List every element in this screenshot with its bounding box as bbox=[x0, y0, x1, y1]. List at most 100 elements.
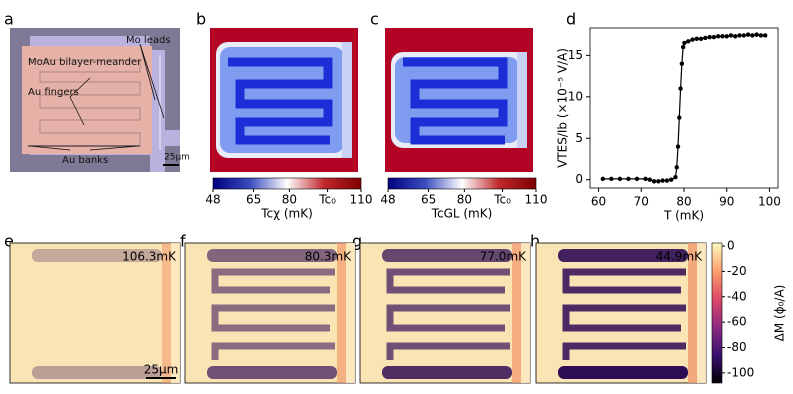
temperature-label: 77.0mK bbox=[480, 250, 527, 264]
dm-map bbox=[9, 242, 181, 384]
colorbar-tick-label: 65 bbox=[421, 193, 436, 207]
data-point bbox=[741, 33, 747, 38]
colorbar-tick-label: 110 bbox=[350, 193, 373, 207]
data-point bbox=[745, 32, 751, 37]
scalebar-label: 25μm bbox=[144, 363, 179, 377]
plot-frame bbox=[589, 27, 779, 189]
data-point bbox=[675, 144, 681, 149]
data-point bbox=[728, 33, 734, 38]
top-band bbox=[32, 249, 162, 262]
map-bg bbox=[535, 242, 707, 384]
temperature-label: 106.3mK bbox=[122, 250, 177, 264]
bottom-band bbox=[558, 366, 688, 379]
data-point bbox=[711, 34, 717, 40]
top-band bbox=[558, 249, 688, 262]
map-bg bbox=[359, 242, 531, 384]
colorbar-tick-label: Tc₀ bbox=[318, 193, 336, 207]
data-point bbox=[690, 37, 695, 42]
panel-label: c bbox=[370, 10, 379, 29]
scalebar-label: 25μm bbox=[164, 153, 190, 163]
lead-bar bbox=[337, 243, 346, 383]
data-point bbox=[678, 86, 683, 91]
data-point bbox=[651, 179, 657, 184]
top-band bbox=[207, 249, 337, 262]
colorbar-tick-label: 0 bbox=[727, 239, 735, 253]
temperature-label: 44.9mK bbox=[656, 250, 703, 264]
meander bbox=[228, 57, 333, 145]
data-point bbox=[634, 176, 640, 182]
data-point bbox=[668, 177, 674, 182]
data-point bbox=[609, 176, 614, 182]
colorbar-tick-label: 48 bbox=[380, 193, 395, 207]
colorbar-tick-label: 80 bbox=[282, 193, 297, 207]
panel-label: a bbox=[4, 10, 14, 29]
colorbar-title: ΔM (ϕ₀/A) bbox=[773, 285, 787, 342]
data-point bbox=[664, 178, 670, 183]
label-meander: MoAu bilayer-meander bbox=[28, 57, 142, 68]
data-point bbox=[694, 36, 700, 41]
lead-bar-light bbox=[171, 243, 180, 383]
data-point bbox=[674, 165, 679, 170]
fingers bbox=[211, 268, 335, 360]
panel-label: h bbox=[530, 232, 540, 251]
data-point bbox=[680, 44, 686, 50]
data-point bbox=[698, 36, 704, 41]
panel-label: b bbox=[196, 10, 206, 29]
lead-bar bbox=[688, 243, 697, 383]
fingers bbox=[562, 268, 686, 360]
temperature-label: 80.3mK bbox=[305, 250, 352, 264]
colorbar-title: TcGL (mK) bbox=[431, 207, 493, 221]
y-tick-label: 10 bbox=[568, 89, 583, 103]
panel-label: g bbox=[352, 232, 362, 251]
data-point bbox=[724, 34, 729, 39]
lead-bar bbox=[162, 243, 171, 383]
data-point bbox=[703, 35, 708, 41]
data-point bbox=[762, 33, 768, 38]
data-point bbox=[707, 34, 712, 40]
data-point bbox=[737, 33, 742, 38]
lead-bar-light bbox=[346, 243, 355, 383]
map-edge bbox=[517, 52, 527, 148]
lead-bar-light bbox=[521, 243, 530, 383]
data-point bbox=[647, 177, 653, 182]
data-point bbox=[643, 176, 648, 182]
data-point bbox=[686, 39, 691, 44]
data-point bbox=[660, 178, 665, 183]
data-point bbox=[600, 176, 606, 182]
y-tick-label: 0 bbox=[575, 172, 583, 186]
data-point bbox=[715, 34, 721, 39]
y-axis-title: VTES/Ib (×10⁻⁵ V/A) bbox=[556, 48, 570, 168]
y-tick-label: 15 bbox=[568, 48, 583, 62]
data-point bbox=[617, 176, 623, 182]
data-point bbox=[750, 33, 755, 38]
data-point bbox=[754, 32, 759, 37]
map-bg bbox=[184, 242, 356, 384]
dm-map bbox=[184, 242, 356, 384]
x-tick-label: 80 bbox=[676, 195, 691, 209]
annotation-arrows bbox=[29, 43, 165, 151]
map-edge bbox=[342, 42, 352, 158]
colorbar-tick-label: -40 bbox=[727, 289, 747, 303]
micrograph bbox=[10, 28, 180, 172]
data-point bbox=[758, 33, 764, 38]
dm-map bbox=[359, 242, 531, 384]
label-leads: Mo leads bbox=[126, 35, 171, 46]
data-point bbox=[626, 176, 631, 182]
x-tick-label: 90 bbox=[719, 195, 734, 209]
lead-bar bbox=[512, 243, 521, 383]
data-point bbox=[720, 34, 725, 39]
panel-label: d bbox=[566, 10, 576, 29]
panel-label: e bbox=[4, 232, 14, 251]
y-tick-label: 5 bbox=[575, 131, 583, 145]
lead-bar-light bbox=[697, 243, 706, 383]
panel-label: f bbox=[180, 232, 186, 251]
colorbar-tick-label: 48 bbox=[205, 193, 220, 207]
colorbar bbox=[387, 177, 537, 190]
x-axis-title: T (mK) bbox=[663, 209, 704, 223]
map-bg bbox=[9, 242, 181, 384]
top-band bbox=[382, 249, 512, 262]
colorbar-tick-label: -100 bbox=[727, 365, 754, 379]
bottom-band bbox=[32, 366, 162, 379]
colorbar-title: Tcχ (mK) bbox=[260, 207, 313, 221]
